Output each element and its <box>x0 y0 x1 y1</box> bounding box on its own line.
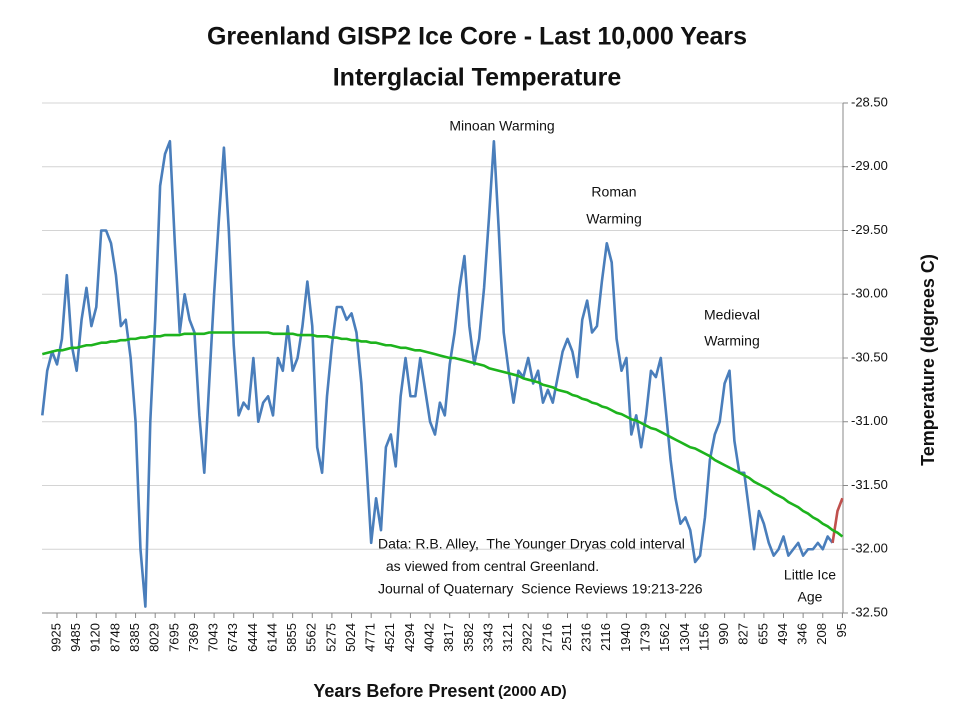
x-tick-label: 5855 <box>284 623 299 652</box>
x-tick-label: 3817 <box>441 623 456 652</box>
y-tick-label: -28.50 <box>851 94 888 109</box>
x-tick-label: 3582 <box>461 623 476 652</box>
annotation: Little Ice <box>784 567 836 583</box>
annotation: Data: R.B. Alley, The Younger Dryas cold… <box>378 536 685 552</box>
x-tick-label: 5562 <box>304 623 319 652</box>
x-tick-label: 8748 <box>107 623 122 652</box>
x-tick-label: 346 <box>795 623 810 645</box>
x-tick-label: 2716 <box>539 623 554 652</box>
x-tick-label: 494 <box>775 623 790 645</box>
y-tick-label: -29.50 <box>851 222 888 237</box>
annotation: as viewed from central Greenland. <box>382 558 599 574</box>
x-tick-label: 4521 <box>382 623 397 652</box>
x-tick-label: 7043 <box>206 623 221 652</box>
line-series <box>41 331 844 538</box>
x-tick-label: 6144 <box>264 623 279 652</box>
y-tick-label: -32.00 <box>851 541 888 556</box>
x-tick-label: 4042 <box>422 623 437 652</box>
x-tick-label: 2511 <box>559 623 574 651</box>
y-tick-label: -30.50 <box>851 349 888 364</box>
x-tick-label: 4294 <box>402 623 417 652</box>
x-tick-label: 7369 <box>186 623 201 652</box>
y-tick-label: -30.00 <box>851 286 888 301</box>
annotation: Warming <box>586 211 642 227</box>
x-tick-label: 3121 <box>500 623 515 652</box>
annotation: Warming <box>704 333 760 349</box>
x-tick-label: 8385 <box>127 623 142 652</box>
y-tick-label: -31.50 <box>851 477 888 492</box>
x-tick-label: 8029 <box>147 623 162 652</box>
x-tick-label: 3343 <box>480 623 495 652</box>
x-tick-label: 1304 <box>677 623 692 652</box>
x-axis-label: Years Before Present <box>313 681 494 701</box>
x-tick-label: 2116 <box>598 623 613 651</box>
x-tick-label: 9485 <box>68 623 83 652</box>
x-tick-label: 9120 <box>88 623 103 652</box>
y-tick-label: -32.50 <box>851 604 888 619</box>
x-tick-label: 1739 <box>637 623 652 652</box>
x-tick-label: 6743 <box>225 623 240 652</box>
x-tick-label: 1562 <box>657 623 672 652</box>
x-tick-label: 95 <box>834 623 849 637</box>
annotation: Age <box>798 589 823 605</box>
x-tick-label: 9925 <box>48 623 63 652</box>
annotation: Roman <box>591 184 636 200</box>
y-tick-label: -31.00 <box>851 413 888 428</box>
x-tick-label: 655 <box>755 623 770 645</box>
y-tick-label: -29.00 <box>851 158 888 173</box>
annotation: Minoan Warming <box>449 118 554 134</box>
x-tick-label: 208 <box>814 623 829 645</box>
annotation: Journal of Quaternary Science Reviews 19… <box>378 581 703 597</box>
x-tick-label: 4771 <box>363 623 378 652</box>
x-axis-note: (2000 AD) <box>498 683 567 700</box>
chart-title: Greenland GISP2 Ice Core - Last 10,000 Y… <box>207 23 747 51</box>
x-tick-label: 1940 <box>618 623 633 652</box>
chart-title: Interglacial Temperature <box>333 64 622 92</box>
x-tick-label: 7695 <box>166 623 181 652</box>
x-tick-label: 1156 <box>696 623 711 651</box>
x-axis-label: Years Before Present (2000 AD) <box>313 681 566 701</box>
x-tick-label: 5024 <box>343 623 358 652</box>
y-axis-label: Temperature (degrees C) <box>918 254 938 466</box>
x-tick-label: 2922 <box>520 623 535 652</box>
x-tick-label: 990 <box>716 623 731 645</box>
x-tick-label: 5275 <box>323 623 338 652</box>
x-tick-label: 6444 <box>245 623 260 652</box>
x-tick-label: 2316 <box>579 623 594 652</box>
line-series <box>41 139 834 608</box>
x-tick-label: 827 <box>736 623 751 645</box>
annotation: Medieval <box>704 307 760 323</box>
